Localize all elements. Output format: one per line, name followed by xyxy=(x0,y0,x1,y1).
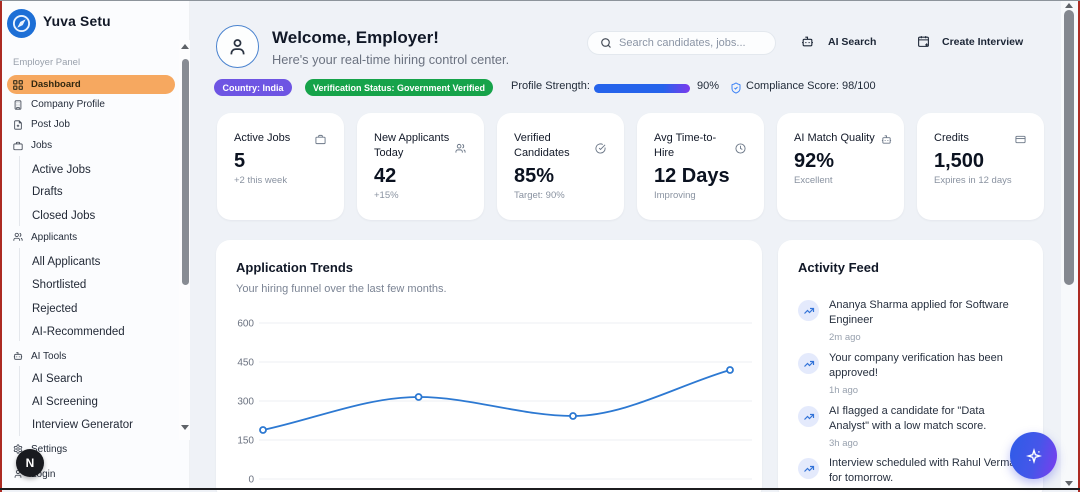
svg-text:0: 0 xyxy=(248,475,254,486)
svg-text:150: 150 xyxy=(237,436,254,447)
svg-text:300: 300 xyxy=(237,397,254,408)
svg-text:600: 600 xyxy=(237,319,254,330)
svg-text:450: 450 xyxy=(237,358,254,369)
